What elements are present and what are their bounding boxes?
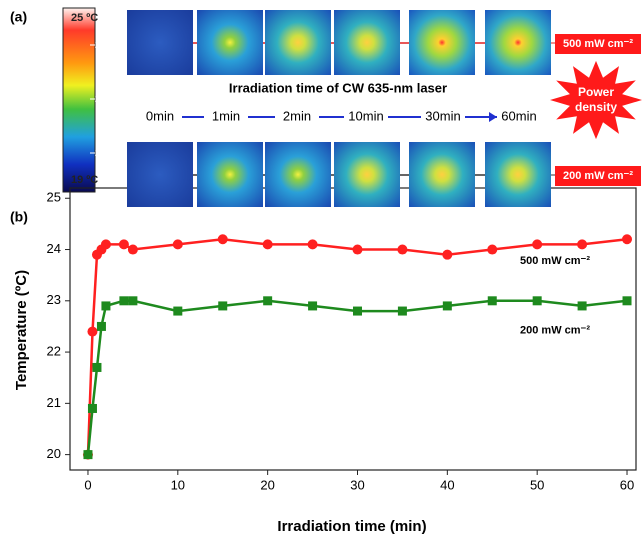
thermal-image: [197, 10, 263, 75]
caption: Irradiation time of CW 635-nm laser: [229, 80, 447, 95]
y-tick-label: 23: [47, 292, 61, 307]
y-axis-title: Temperature (ºC): [13, 270, 30, 390]
data-point: [352, 306, 362, 316]
data-point: [83, 450, 93, 460]
data-point: [218, 301, 228, 311]
data-point: [532, 239, 543, 250]
data-point: [96, 321, 106, 331]
data-point: [263, 296, 273, 306]
thermal-image: [485, 10, 551, 75]
thermal-image: [409, 142, 475, 207]
colorbar-tick-label: 22: [95, 93, 107, 105]
data-point: [101, 301, 111, 311]
data-point: [577, 239, 588, 250]
x-axis-title: Irradiation time (min): [277, 518, 426, 535]
data-point: [173, 306, 183, 316]
data-point: [119, 296, 129, 306]
data-point: [442, 249, 453, 260]
y-tick-label: 22: [47, 344, 61, 359]
thermal-image: [334, 10, 400, 75]
data-point: [487, 244, 498, 255]
x-tick-label: 10: [171, 477, 185, 492]
y-tick-label: 25: [47, 190, 61, 205]
data-point: [622, 234, 633, 245]
x-tick-label: 30: [350, 477, 364, 492]
y-tick-label: 20: [47, 446, 61, 461]
thermal-image: [265, 10, 331, 75]
power-label: 200 mW cm⁻²: [563, 170, 633, 182]
series-label: 500 mW cm⁻²: [520, 255, 590, 267]
thermal-image: [127, 142, 193, 207]
panel-label: (b): [10, 209, 28, 225]
thermal-image: [334, 142, 400, 207]
burst-text: Power: [578, 85, 614, 99]
data-point: [172, 239, 183, 250]
power-label-box: [555, 166, 641, 186]
power-density-burst: [550, 60, 642, 140]
data-point: [397, 306, 407, 316]
data-point: [532, 296, 542, 306]
data-point: [352, 244, 363, 255]
colorbar-tick-label: 24: [95, 39, 108, 51]
time-label: 1min: [212, 108, 240, 123]
thermal-image: [485, 142, 551, 207]
data-point: [217, 234, 228, 245]
thermal-image: [127, 10, 193, 75]
burst-text: density: [575, 100, 617, 114]
data-point: [262, 239, 273, 250]
data-point: [622, 296, 632, 306]
time-label: 10min: [348, 108, 383, 123]
thermal-image: [265, 142, 331, 207]
data-point: [308, 301, 318, 311]
data-point: [397, 244, 408, 255]
time-label: 2min: [283, 108, 311, 123]
data-point: [307, 239, 318, 250]
data-point: [87, 326, 98, 337]
data-point: [577, 301, 587, 311]
colorbar-tick-label: 25 ºC: [71, 12, 98, 24]
data-point: [128, 296, 138, 306]
data-point: [487, 296, 497, 306]
data-point: [118, 239, 129, 250]
panel-label: (a): [10, 9, 27, 25]
power-label-box: [555, 34, 641, 54]
time-label: 60min: [501, 108, 536, 123]
x-tick-label: 60: [620, 477, 634, 492]
x-tick-label: 0: [84, 477, 91, 492]
colorbar: [62, 7, 96, 193]
thermal-image: [197, 142, 263, 207]
data-point: [87, 403, 97, 413]
time-label: 0min: [146, 108, 174, 123]
x-tick-label: 50: [530, 477, 544, 492]
series-label: 200 mW cm⁻²: [520, 325, 590, 337]
time-label: 30min: [425, 108, 460, 123]
power-label: 500 mW cm⁻²: [563, 38, 633, 50]
y-tick-label: 21: [47, 395, 61, 410]
series-line: [86, 299, 628, 455]
colorbar-tick-label: 20: [95, 147, 107, 159]
data-point: [92, 362, 102, 372]
y-tick-label: 24: [47, 241, 61, 256]
colorbar-tick-label: 19 ºC: [71, 174, 98, 186]
data-point: [100, 239, 111, 250]
data-point: [127, 244, 138, 255]
arrow-head: [489, 112, 497, 122]
series-line: [86, 238, 628, 455]
x-tick-label: 20: [260, 477, 274, 492]
thermal-image: [409, 10, 475, 75]
data-point: [442, 301, 452, 311]
x-tick-label: 40: [440, 477, 454, 492]
